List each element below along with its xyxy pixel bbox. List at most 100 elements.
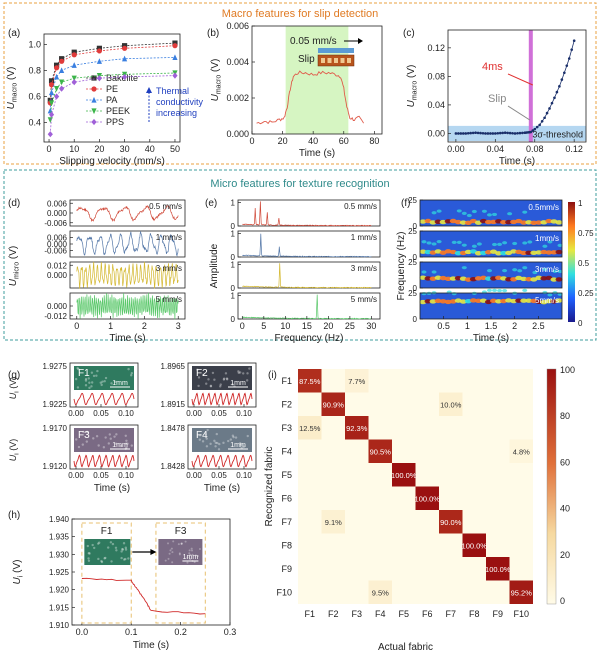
panel-c-label: (c)	[403, 28, 415, 39]
panel-g-F3-texture-dot-9	[77, 445, 81, 449]
panel-d-row-0-speed: 0.5 mm/s	[149, 202, 182, 211]
panel-c-signal-line	[455, 40, 575, 134]
panel-f-row-1-harmonic-6	[451, 240, 457, 245]
panel-f-row-1-harmonic-8	[461, 243, 467, 247]
panel-i-row-label-F5: F5	[281, 470, 292, 480]
panel-h-f3-texture-4	[194, 554, 197, 557]
panel-c-signal-point-12	[484, 132, 487, 135]
panel-c-xtick-label-1: 0.04	[487, 144, 505, 154]
panel-h-scale-label: 1mm	[183, 554, 199, 561]
panel-a-point-PA-1	[48, 89, 55, 96]
panel-g-F3-texture-dot-24	[85, 430, 89, 434]
panel-a-legend-marker-PE	[91, 86, 97, 92]
panel-d-row-0-ytick-label-0: -0.006	[44, 219, 67, 228]
panel-c-signal-point-46	[563, 71, 566, 75]
panel-h-f3-texture-2	[171, 561, 174, 564]
panel-f-row-2-blob-13	[484, 276, 492, 281]
panel-f-colorbar	[568, 202, 575, 322]
panel-a-point-Bakelite-4	[71, 49, 77, 55]
panel-h-f3-texture-26	[172, 540, 175, 543]
panel-g-F3-texture-dot-12	[125, 439, 128, 443]
panel-f-row-1-blob-27	[555, 249, 563, 255]
panel-f-row-3-ytick-label-1: 25	[408, 289, 417, 298]
panel-g-F1-texture-dot-7	[90, 381, 94, 384]
panel-h-xtick-label-2: 0.2	[174, 627, 187, 637]
panel-c-slip-label: Slip	[488, 93, 506, 105]
panel-f-row-3-blob-15	[495, 299, 503, 304]
panel-c-xtick-label-0: 0.00	[447, 144, 465, 154]
panel-e-xtick-label-4: 20	[323, 321, 333, 331]
panel-e-row-0-speed: 0.5 mm/s	[344, 202, 377, 211]
panel-h-f3-texture-27	[167, 542, 170, 545]
panel-f-row-0-harmonic-17	[507, 212, 513, 216]
panel-c-signal-point-39	[545, 111, 549, 115]
panel-g-F1-ymax: 1.9275	[43, 362, 68, 371]
panel-g-F1-texture-dot-14	[101, 380, 104, 383]
panel-f-row-0-blob-22	[530, 220, 538, 226]
macro-section-title: Macro features for slip detection	[222, 8, 379, 20]
panel-a-xtick-label-2: 20	[94, 144, 104, 154]
panel-g-F3-xtick-label-2: 0.10	[118, 471, 134, 480]
panel-i-row-label-F8: F8	[281, 540, 292, 550]
panel-i-cell-F6-F6	[415, 486, 439, 510]
panel-d-row-3-signal	[76, 292, 179, 320]
panel-a-legend-label-Bakelite: Bakelite	[106, 73, 138, 83]
panel-h-ylabel: Ui (V)	[12, 560, 25, 585]
panel-f-row-2-harmonic-24	[542, 267, 548, 272]
panel-a-point-Bakelite-2	[53, 62, 60, 68]
panel-h-f3-texture-19	[190, 547, 193, 550]
panel-b-sensor-pad-4	[347, 58, 351, 63]
panel-i-colorbar-label-1: 80	[560, 411, 570, 421]
panel-g-F1-frame	[69, 362, 139, 408]
panel-a-point-PE-5	[96, 48, 103, 54]
panel-g-F2-texture-dot-25	[207, 378, 210, 381]
panel-g-F4-xtick-label-1: 0.05	[211, 471, 227, 480]
panel-h-f1-texture-25	[103, 557, 106, 560]
panel-g-F2-texture-dot-8	[219, 383, 222, 386]
micro-section-title: Micro features for texture recognition	[210, 178, 389, 190]
panel-a-legend-label-PA: PA	[106, 95, 117, 105]
panel-i-label: (i)	[268, 370, 277, 381]
panel-g-F1-texture-dot-18	[90, 371, 94, 374]
panel-e-xtick-label-5: 25	[345, 321, 355, 331]
panel-c-signal-point-10	[479, 131, 482, 135]
panel-f-row-1-blob-16	[500, 250, 508, 256]
panel-g-F1-texture-dot-2	[74, 377, 78, 381]
panel-d-row-2-ytick-label-0: 0.000	[47, 271, 68, 280]
panel-g-F4-texture-dot-3	[222, 441, 225, 445]
panel-g-F2-scale-label: 1mm	[230, 380, 246, 387]
panel-i-row-label-F3: F3	[281, 423, 292, 433]
panel-a-point-PA-5	[96, 58, 103, 64]
panel-g-F4-texture-dot-5	[214, 445, 217, 448]
panel-i-row-label-F7: F7	[281, 517, 292, 527]
panel-e-row-1-frame	[237, 230, 381, 258]
panel-g-F4-scale-label: 1mm	[230, 442, 246, 449]
panel-g-F1-texture-photo	[74, 366, 134, 390]
panel-d-row-1-ytick-label-0: -0.006	[44, 247, 67, 256]
panel-h-f3-texture-9	[171, 551, 174, 554]
panel-i-col-label-F1: F1	[304, 609, 315, 619]
panel-g-F3-texture-dot-14	[82, 430, 85, 434]
panel-f-row-3-ytick-label-0: 0	[413, 315, 418, 324]
panel-i-colorbar-label-2: 60	[560, 457, 570, 467]
panel-c-xlabel: Time (s)	[499, 156, 535, 167]
panel-c-signal-point-5	[466, 131, 470, 135]
panel-f-row-0-harmonic-8	[461, 211, 467, 215]
panel-h-f1-texture-27	[111, 542, 115, 546]
panel-g-F1-texture-dot-16	[99, 381, 102, 384]
panel-h-f3-texture-3	[178, 552, 181, 555]
panel-d-row-2-signal	[76, 261, 179, 289]
panel-i-colorbar-label-4: 20	[560, 550, 570, 560]
panel-g-F4-texture-dot-7	[214, 441, 217, 444]
panel-h-f1-texture-24	[100, 559, 103, 563]
panel-f-row-1-harmonic-18	[512, 241, 518, 246]
panel-b-sensor-pad-1	[327, 58, 332, 63]
panel-f-row-2-blob-21	[525, 277, 533, 282]
panel-b-slider-bar	[318, 48, 354, 53]
panel-f-colorbar-label-0: 1	[578, 199, 583, 208]
panel-f-row-1-harmonic-3	[436, 240, 442, 244]
panel-c-signal-point-23	[511, 131, 514, 135]
panel-f-row-3-harmonic-0	[421, 291, 427, 296]
panel-g-F4-texture-dot-11	[199, 434, 202, 437]
